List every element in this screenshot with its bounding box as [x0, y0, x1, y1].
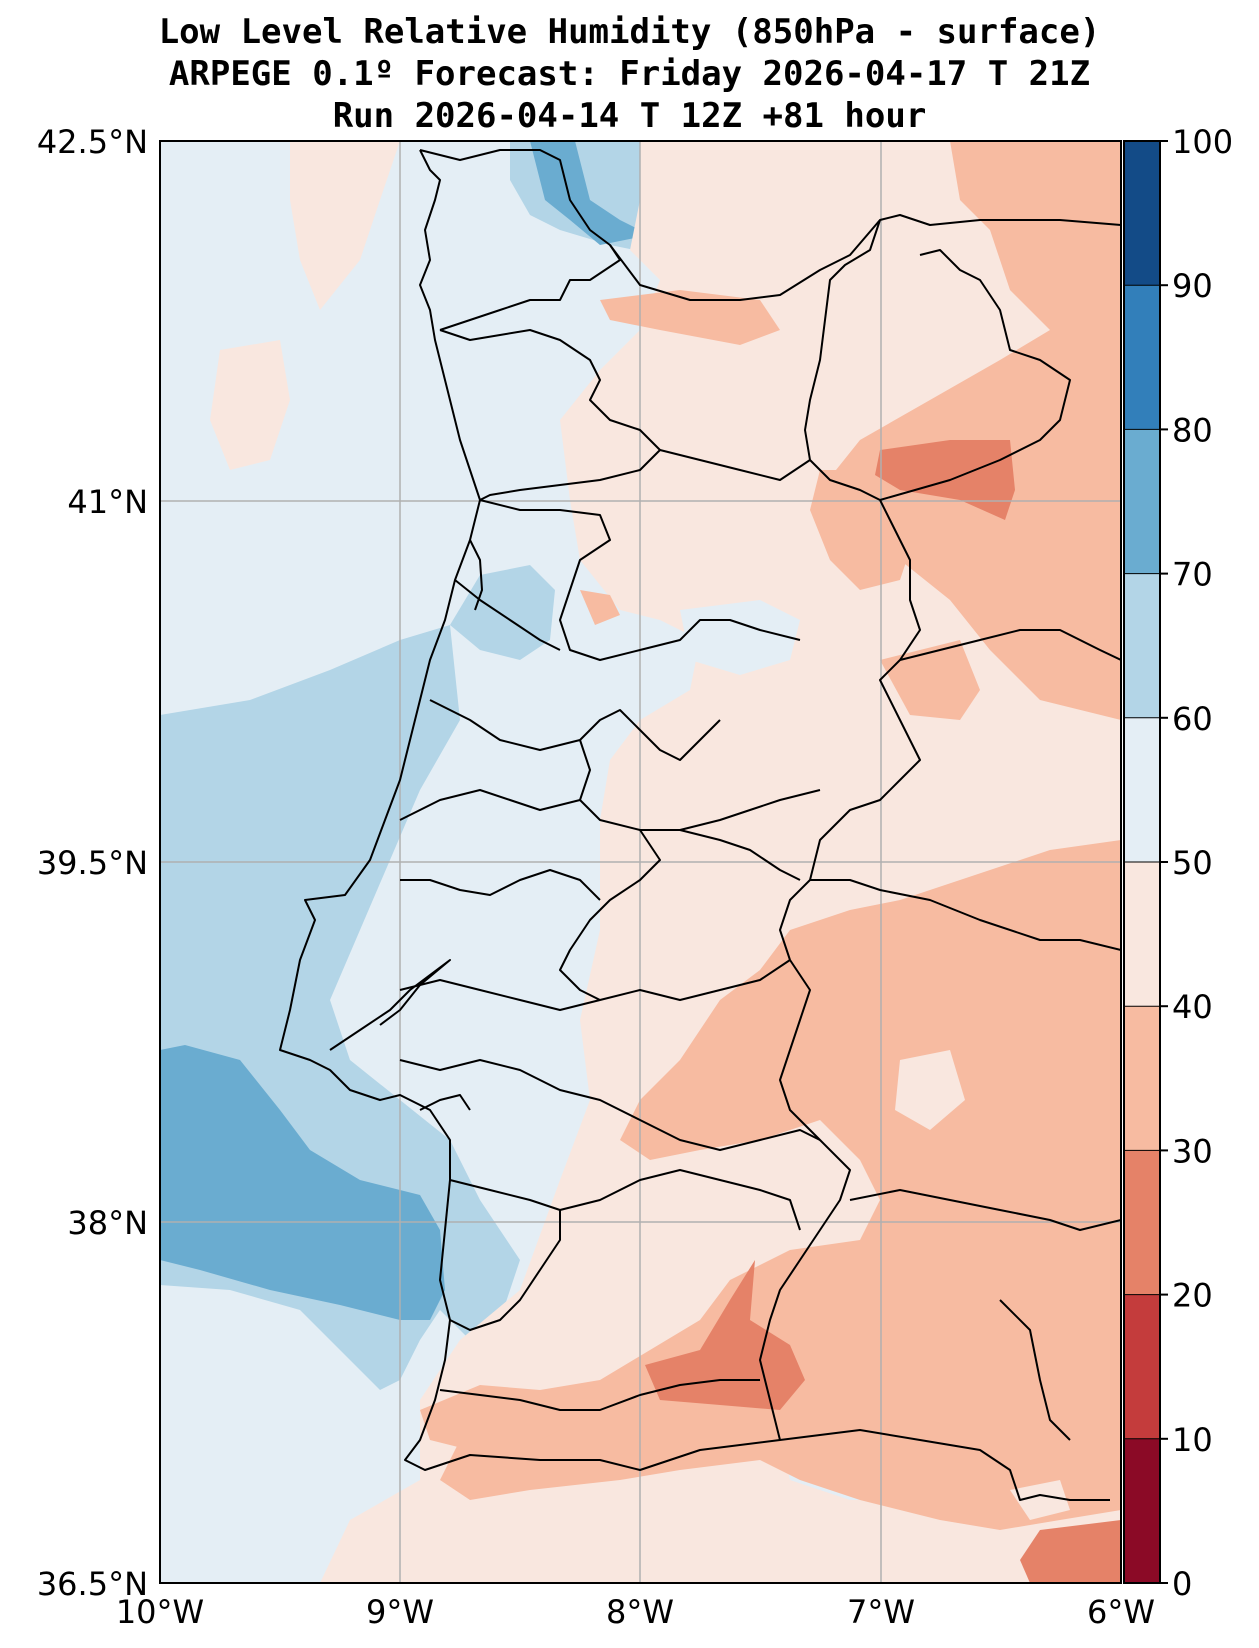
colorbar-label-50: 50 [1172, 844, 1213, 882]
field-central-30-40-b [880, 640, 980, 720]
border-pt-district-13 [449, 1179, 561, 1331]
border-spain-provinces-b [899, 629, 1121, 661]
border-pt-district-7 [399, 789, 581, 821]
grid [160, 141, 1121, 1583]
border-pt-district-9 [679, 829, 801, 881]
border-pt-district-3 [479, 499, 801, 661]
border-spain-provinces-c [810, 879, 1121, 951]
coastline [279, 149, 1110, 1501]
colorbar-label-60: 60 [1172, 700, 1213, 738]
lat-label-41: 41°N [67, 483, 148, 521]
colorbar-band-50-60 [1124, 717, 1160, 862]
field-island-40-50-c [895, 1050, 965, 1130]
field-se-20-30 [1020, 1520, 1121, 1583]
colorbar-label-100: 100 [1172, 123, 1233, 161]
border-pt-district-10 [400, 869, 601, 901]
colorbar-label-10: 10 [1172, 1421, 1213, 1459]
border-pt-district-2 [659, 449, 811, 481]
lon-label-9w: 9°W [366, 1593, 434, 1631]
field-west-40-50 [210, 340, 290, 470]
colorbar-band-0-10 [1124, 1438, 1160, 1583]
field-ne-20-30 [875, 440, 1015, 520]
colorbar-band-40-50 [1124, 862, 1160, 1007]
colorbar-band-60-70 [1124, 573, 1160, 718]
lon-label-10w: 10°W [116, 1593, 204, 1631]
border-pt-district-4 [454, 579, 561, 651]
colorbar-label-30: 30 [1172, 1132, 1213, 1170]
border-spain-provinces-d [849, 1189, 1121, 1231]
colorbar-band-10-20 [1124, 1294, 1160, 1439]
field-south-20-30 [645, 1260, 805, 1410]
estuary-aveiro [469, 539, 483, 611]
border-pt-district-11 [399, 959, 791, 1011]
border-portugal-spain-east [609, 214, 1121, 301]
field-center-30-40 [810, 470, 920, 590]
lat-label-42-5: 42.5°N [37, 123, 148, 161]
field-north-40-50 [290, 141, 400, 310]
border-pt-district-12 [399, 1059, 821, 1151]
colorbar-label-80: 80 [1172, 411, 1213, 449]
lon-tick-labels: 10°W 9°W 8°W 7°W 6°W [116, 1593, 1155, 1631]
lat-label-38: 38°N [67, 1204, 148, 1242]
border-pt-district-8 [559, 829, 661, 1001]
colorbar-band-70-80 [1124, 429, 1160, 574]
lat-label-36-5: 36.5°N [37, 1565, 148, 1603]
colorbar-band-90-100 [1124, 141, 1160, 286]
field-sea-70-80 [160, 1045, 445, 1320]
title-line-3: Run 2026-04-14 T 12Z +81 hour [332, 96, 927, 136]
colorbar-label-0: 0 [1172, 1565, 1192, 1603]
field-sw-30-40 [580, 590, 620, 625]
colorbar-band-30-40 [1124, 1006, 1160, 1151]
border-spain-provinces-e [999, 1299, 1071, 1441]
colorbar-label-70: 70 [1172, 556, 1213, 594]
border-algarve-north [439, 1379, 760, 1411]
colorbar-label-40: 40 [1172, 988, 1213, 1026]
field-north-70-80 [530, 141, 650, 245]
lon-label-8w: 8°W [606, 1593, 674, 1631]
estuary-tagus [329, 959, 451, 1051]
field-island-40-50-d [1010, 1480, 1070, 1520]
field-ne-30-40 [820, 141, 1121, 720]
border-pt-district-1 [439, 329, 661, 501]
title-line-2: ARPEGE 0.1º Forecast: Friday 2026-04-17 … [168, 54, 1091, 94]
colorbar-band-80-90 [1124, 285, 1160, 430]
colorbar-label-20: 20 [1172, 1277, 1213, 1315]
border-raia [759, 219, 921, 1441]
boundaries [279, 149, 1121, 1501]
field-north-30-40 [600, 290, 780, 345]
lat-label-39-5: 39.5°N [37, 844, 148, 882]
lon-label-6w: 6°W [1087, 1593, 1155, 1631]
colorbar-band-20-30 [1124, 1150, 1160, 1295]
field-east-30-40 [440, 840, 1121, 1530]
colorbar-frame [1123, 140, 1161, 1584]
border-spain-provinces-a [879, 249, 1071, 501]
estuary-sado [419, 1094, 471, 1111]
border-pt-district-6 [579, 739, 821, 831]
field-coast-60-70 [450, 565, 555, 660]
title-line-1: Low Level Relative Humidity (850hPa - su… [158, 12, 1101, 52]
map-frame [159, 140, 1122, 1584]
colorbar-label-90: 90 [1172, 267, 1213, 305]
lon-label-7w: 7°W [847, 1593, 915, 1631]
field-island-50-60-a [680, 600, 800, 675]
colorbar: 0 10 20 30 40 50 60 70 80 90 100 [1123, 123, 1233, 1603]
border-pt-district-14 [559, 1169, 801, 1231]
border-pt-district-5 [429, 699, 721, 761]
lat-tick-labels: 42.5°N 41°N 39.5°N 38°N 36.5°N [37, 123, 148, 1603]
